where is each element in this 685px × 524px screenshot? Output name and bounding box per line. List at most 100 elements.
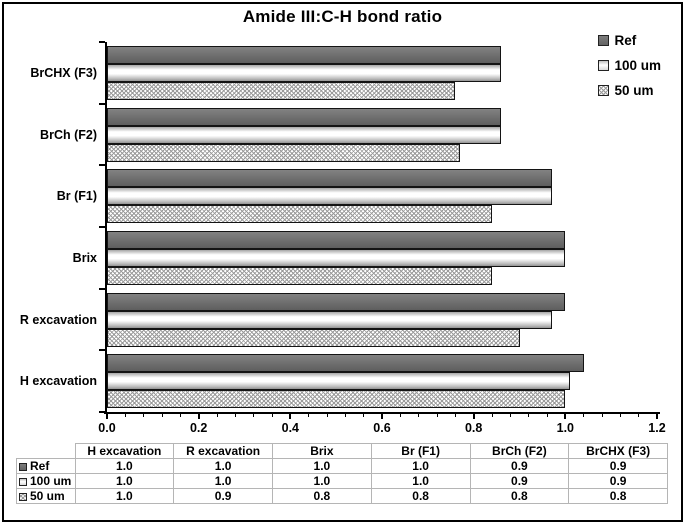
hatch-swatch-icon <box>19 493 27 501</box>
category-bar-group <box>107 350 657 412</box>
legend-item: 100 um <box>598 58 661 73</box>
x-axis-minor-tick <box>344 412 346 417</box>
y-axis <box>105 42 107 413</box>
table-value-cell: 0.8 <box>370 488 471 504</box>
x-axis-minor-tick <box>179 412 181 417</box>
bar <box>107 292 566 311</box>
category-bar-group <box>107 165 657 227</box>
table-column-header: BrCHX (F3) <box>568 443 668 459</box>
bar <box>107 310 552 329</box>
y-axis-tick <box>99 411 105 413</box>
x-axis-minor-tick <box>308 412 310 417</box>
x-axis-major-tick <box>564 412 567 419</box>
x-axis-minor-tick <box>491 412 493 417</box>
x-axis-major-tick <box>381 412 383 419</box>
x-axis-minor-tick <box>454 412 456 417</box>
category-bar-group <box>107 227 657 289</box>
legend: Ref 100 um 50 um <box>598 33 661 98</box>
y-axis-tick <box>99 102 105 105</box>
x-axis-minor-tick <box>234 412 236 417</box>
category-label: R excavation <box>19 312 97 327</box>
x-axis-major-tick <box>472 412 475 419</box>
table-row-label: 100 um <box>16 473 76 489</box>
x-axis-minor-tick <box>509 412 511 417</box>
table-row: Ref 1.0 1.0 1.0 1.0 0.9 0.9 <box>16 458 668 474</box>
bar-rows <box>107 42 657 412</box>
table-value-cell: 0.9 <box>469 473 570 489</box>
y-axis-tick <box>99 164 105 167</box>
table-value-cell: 1.0 <box>370 458 471 474</box>
table-column-header: R excavation <box>173 443 273 459</box>
table-row: 100 um 1.0 1.0 1.0 1.0 0.9 0.9 <box>16 473 668 489</box>
bar <box>107 328 520 347</box>
light-swatch-icon <box>19 478 27 486</box>
table-row-label: Ref <box>16 458 76 474</box>
bar <box>107 230 566 249</box>
x-axis-minor-tick <box>143 412 145 417</box>
x-axis-major-tick <box>289 412 292 419</box>
x-axis-minor-tick <box>619 412 621 417</box>
bar <box>107 390 566 409</box>
x-axis-minor-tick <box>161 412 163 417</box>
table-column-header: Brix <box>272 443 372 459</box>
bar <box>107 248 566 267</box>
x-axis-tick-label: 0.2 <box>189 421 208 435</box>
x-axis-tick-label: 0.6 <box>373 421 391 435</box>
bar <box>107 187 552 206</box>
category-bar-group <box>107 289 657 351</box>
x-axis-minor-tick <box>546 412 548 417</box>
legend-label: 100 um <box>614 58 661 73</box>
table-column-header: H excavation <box>74 443 175 459</box>
x-axis-minor-tick <box>583 412 585 417</box>
table-column-header: BrCh (F2) <box>469 443 570 459</box>
data-table: H excavation R excavation Brix Br (F1) BrCh … <box>16 443 668 504</box>
bar <box>107 143 460 162</box>
x-axis-minor-tick <box>326 412 328 417</box>
table-value-cell: 0.9 <box>568 458 668 474</box>
legend-label: 50 um <box>614 83 654 98</box>
bar <box>107 372 570 391</box>
bar <box>107 169 552 188</box>
x-axis-minor-tick <box>124 412 126 417</box>
table-row: 50 um 1.0 0.9 0.8 0.8 0.8 0.8 <box>16 488 668 504</box>
table-value-cell: 1.0 <box>173 473 273 489</box>
bar <box>107 81 456 100</box>
x-axis-tick-label: 0.8 <box>464 421 483 435</box>
x-axis-minor-tick <box>253 412 255 417</box>
bar <box>107 63 502 82</box>
bar <box>107 45 502 64</box>
x-axis-minor-tick <box>638 412 640 417</box>
category-bar-group <box>107 104 657 166</box>
table-value-cell: 1.0 <box>173 458 273 474</box>
legend-item: Ref <box>598 33 661 48</box>
x-axis-major-tick <box>106 412 108 419</box>
light-swatch-icon <box>598 60 610 71</box>
table-value-cell: 1.0 <box>74 473 175 489</box>
bar <box>107 107 502 126</box>
table-value-cell: 0.8 <box>568 488 668 504</box>
x-axis-tick-label: 0.4 <box>281 421 300 435</box>
table-row-label: 50 um <box>16 488 76 504</box>
x-axis-minor-tick <box>601 412 603 417</box>
y-axis-tick <box>99 287 105 290</box>
x-axis-minor-tick <box>436 412 438 417</box>
x-axis-tick-label: 0.0 <box>98 421 116 435</box>
chart-title: Amide III:C-H bond ratio <box>242 7 443 26</box>
dark-swatch-icon <box>19 463 27 471</box>
table-value-cell: 1.0 <box>74 488 175 504</box>
legend-item: 50 um <box>598 83 661 98</box>
x-axis-major-tick <box>656 412 658 419</box>
table-value-cell: 0.9 <box>469 458 570 474</box>
x-axis-minor-tick <box>271 412 273 417</box>
table-column-header: Br (F1) <box>370 443 471 459</box>
table-value-cell: 1.0 <box>74 458 175 474</box>
x-axis-minor-tick <box>363 412 365 417</box>
legend-label: Ref <box>614 33 637 48</box>
y-axis-tick <box>99 41 105 43</box>
table-value-cell: 1.0 <box>272 473 372 489</box>
bar <box>107 125 502 144</box>
table-value-cell: 0.8 <box>272 488 372 504</box>
table-corner-cell <box>16 443 76 459</box>
